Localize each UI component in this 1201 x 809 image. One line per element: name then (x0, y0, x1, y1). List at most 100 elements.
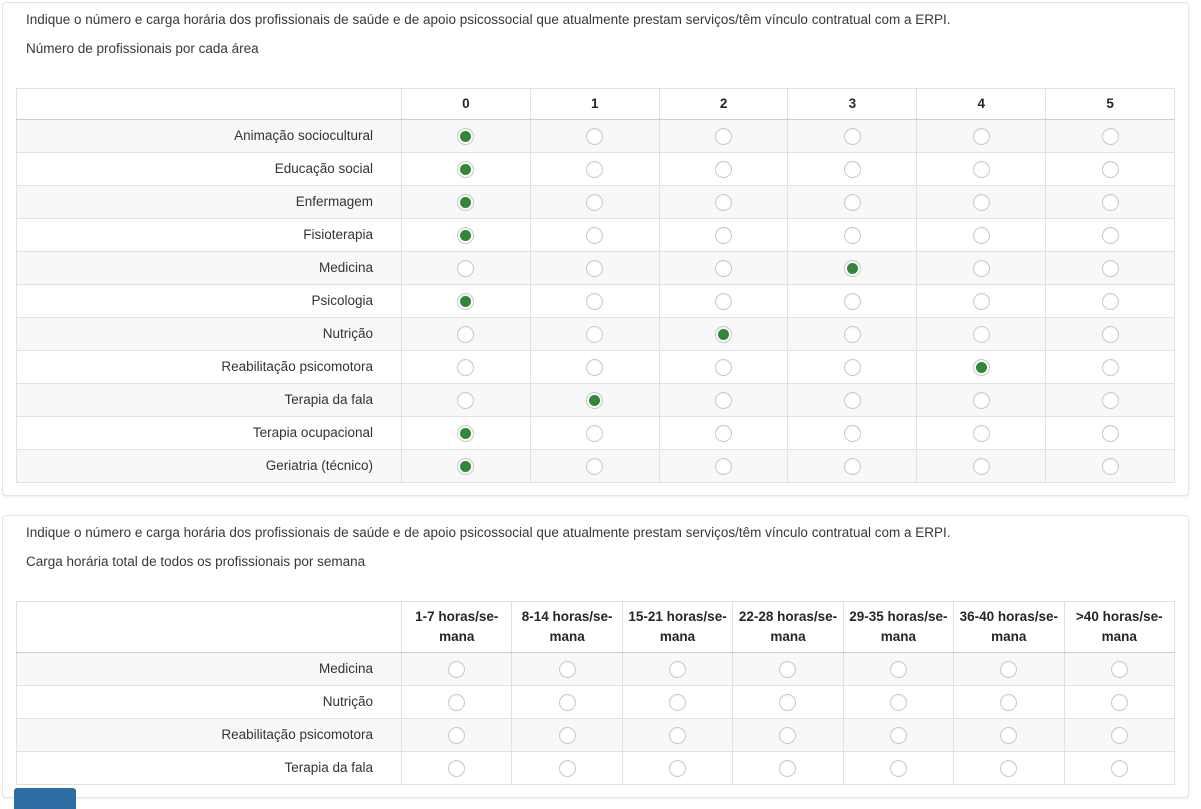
radio-cell[interactable] (511, 652, 623, 686)
radio-cell[interactable] (953, 652, 1065, 686)
radio-unselected-icon[interactable] (843, 292, 861, 310)
radio-unselected-icon[interactable] (972, 292, 990, 310)
radio-unselected-icon[interactable] (457, 259, 475, 277)
radio-unselected-icon[interactable] (1101, 226, 1119, 244)
radio-cell[interactable] (401, 416, 531, 450)
radio-cell[interactable] (529, 317, 660, 351)
radio-unselected-icon[interactable] (715, 358, 733, 376)
radio-unselected-icon[interactable] (779, 759, 797, 777)
radio-cell[interactable] (658, 317, 789, 351)
radio-cell[interactable] (511, 685, 623, 719)
radio-unselected-icon[interactable] (843, 127, 861, 145)
radio-cell[interactable] (529, 416, 660, 450)
radio-cell[interactable] (842, 685, 955, 719)
radio-cell[interactable] (621, 751, 734, 785)
radio-selected-icon[interactable] (843, 259, 861, 277)
radio-cell[interactable] (916, 449, 1047, 483)
radio-cell[interactable] (529, 350, 660, 384)
radio-unselected-icon[interactable] (1000, 759, 1018, 777)
radio-cell[interactable] (621, 718, 734, 752)
radio-unselected-icon[interactable] (669, 726, 687, 744)
radio-unselected-icon[interactable] (972, 325, 990, 343)
radio-cell[interactable] (953, 685, 1065, 719)
radio-selected-icon[interactable] (586, 391, 604, 409)
radio-unselected-icon[interactable] (1000, 660, 1018, 678)
radio-cell[interactable] (732, 685, 844, 719)
radio-unselected-icon[interactable] (972, 424, 990, 442)
radio-unselected-icon[interactable] (972, 457, 990, 475)
radio-cell[interactable] (658, 284, 789, 318)
radio-cell[interactable] (787, 185, 918, 219)
radio-cell[interactable] (400, 652, 513, 686)
radio-cell[interactable] (658, 185, 789, 219)
radio-unselected-icon[interactable] (972, 127, 990, 145)
radio-cell[interactable] (842, 751, 955, 785)
radio-cell[interactable] (401, 284, 531, 318)
radio-unselected-icon[interactable] (669, 693, 687, 711)
radio-cell[interactable] (401, 152, 531, 186)
radio-unselected-icon[interactable] (1000, 726, 1018, 744)
radio-cell[interactable] (732, 751, 844, 785)
radio-cell[interactable] (400, 751, 513, 785)
radio-cell[interactable] (787, 152, 918, 186)
radio-selected-icon[interactable] (457, 457, 475, 475)
radio-unselected-icon[interactable] (1110, 759, 1128, 777)
radio-cell[interactable] (1045, 317, 1175, 351)
radio-cell[interactable] (916, 185, 1047, 219)
radio-cell[interactable] (787, 218, 918, 252)
radio-unselected-icon[interactable] (558, 660, 576, 678)
radio-cell[interactable] (1063, 652, 1176, 686)
radio-cell[interactable] (511, 718, 623, 752)
radio-unselected-icon[interactable] (715, 160, 733, 178)
radio-cell[interactable] (916, 152, 1047, 186)
radio-cell[interactable] (787, 251, 918, 285)
radio-cell[interactable] (916, 284, 1047, 318)
radio-cell[interactable] (1045, 185, 1175, 219)
radio-cell[interactable] (787, 350, 918, 384)
radio-unselected-icon[interactable] (586, 358, 604, 376)
radio-cell[interactable] (401, 251, 531, 285)
radio-cell[interactable] (1045, 119, 1175, 153)
radio-cell[interactable] (1045, 383, 1175, 417)
radio-cell[interactable] (787, 383, 918, 417)
radio-selected-icon[interactable] (457, 424, 475, 442)
radio-cell[interactable] (787, 449, 918, 483)
radio-cell[interactable] (658, 251, 789, 285)
radio-unselected-icon[interactable] (669, 660, 687, 678)
radio-unselected-icon[interactable] (715, 424, 733, 442)
radio-cell[interactable] (1045, 350, 1175, 384)
radio-cell[interactable] (529, 284, 660, 318)
radio-unselected-icon[interactable] (457, 325, 475, 343)
radio-unselected-icon[interactable] (972, 226, 990, 244)
radio-unselected-icon[interactable] (1110, 660, 1128, 678)
radio-cell[interactable] (916, 383, 1047, 417)
radio-unselected-icon[interactable] (558, 759, 576, 777)
radio-unselected-icon[interactable] (1101, 358, 1119, 376)
radio-cell[interactable] (787, 416, 918, 450)
radio-cell[interactable] (1063, 718, 1176, 752)
radio-cell[interactable] (529, 185, 660, 219)
radio-unselected-icon[interactable] (972, 391, 990, 409)
next-button-partial[interactable] (14, 788, 76, 809)
radio-cell[interactable] (529, 152, 660, 186)
radio-selected-icon[interactable] (457, 160, 475, 178)
radio-cell[interactable] (842, 652, 955, 686)
radio-unselected-icon[interactable] (586, 457, 604, 475)
radio-unselected-icon[interactable] (586, 226, 604, 244)
radio-cell[interactable] (658, 152, 789, 186)
radio-unselected-icon[interactable] (972, 160, 990, 178)
radio-unselected-icon[interactable] (669, 759, 687, 777)
radio-unselected-icon[interactable] (715, 193, 733, 211)
radio-cell[interactable] (658, 218, 789, 252)
radio-cell[interactable] (658, 416, 789, 450)
radio-cell[interactable] (511, 751, 623, 785)
radio-cell[interactable] (529, 449, 660, 483)
radio-cell[interactable] (529, 383, 660, 417)
radio-unselected-icon[interactable] (972, 193, 990, 211)
radio-cell[interactable] (1045, 449, 1175, 483)
radio-unselected-icon[interactable] (889, 693, 907, 711)
radio-unselected-icon[interactable] (586, 325, 604, 343)
radio-unselected-icon[interactable] (889, 660, 907, 678)
radio-unselected-icon[interactable] (457, 391, 475, 409)
radio-unselected-icon[interactable] (779, 726, 797, 744)
